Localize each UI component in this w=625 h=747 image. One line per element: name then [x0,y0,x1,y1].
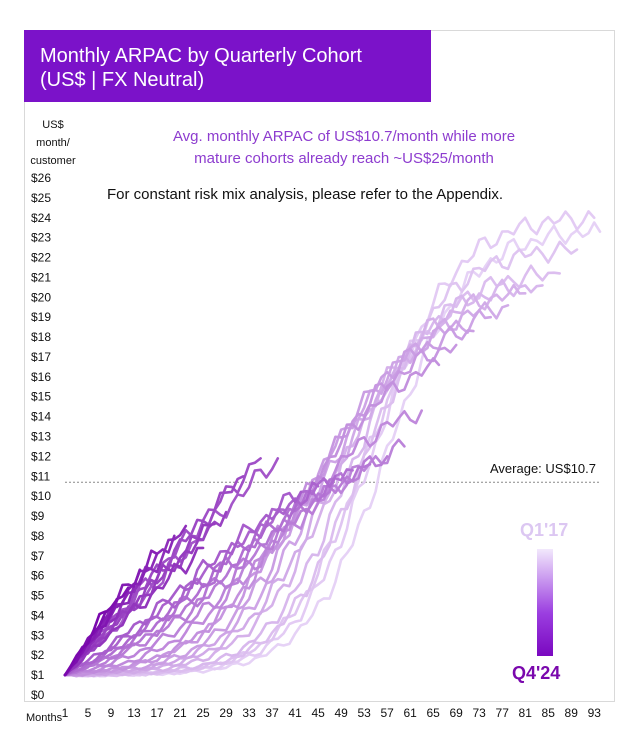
y-tick-label: $8 [31,529,45,543]
y-unit-line-2: month/ [36,137,70,149]
y-tick-label: $1 [31,668,45,682]
x-tick-label: 33 [242,706,256,720]
x-tick-label: 17 [150,706,164,720]
cohort-series-line [63,278,544,678]
x-tick-label: 45 [311,706,325,720]
cohort-series-line [63,463,372,677]
y-tick-label: $10 [31,489,51,503]
x-tick-label: 25 [196,706,210,720]
cohort-series-line [63,240,579,678]
y-tick-label: $17 [31,350,51,364]
y-tick-label: $14 [31,410,51,424]
cohort-series-line [63,409,423,677]
y-tick-label: $3 [31,628,45,642]
y-tick-label: $25 [31,191,51,205]
y-tick-label: $19 [31,310,51,324]
x-tick-label: 93 [588,706,602,720]
x-tick-label: 85 [542,706,556,720]
x-tick-label: 5 [85,706,92,720]
y-tick-label: $4 [31,608,45,622]
x-tick-label: 13 [127,706,141,720]
legend-gradient-bar [537,549,553,656]
y-tick-label: $16 [31,370,51,384]
x-tick-label: 41 [288,706,302,720]
y-tick-label: $15 [31,390,51,404]
x-tick-label: 89 [565,706,579,720]
cohort-series-line [63,301,510,678]
subtitle-line-1: Avg. monthly ARPAC of US$10.7/month whil… [172,128,516,145]
y-unit-line-3: customer [30,155,76,167]
subtitle-line-2: mature cohorts already reach ~US$25/mont… [194,150,494,167]
chart-title-line-1: Monthly ARPAC by Quarterly Cohort [40,45,362,67]
x-tick-label: 73 [473,706,487,720]
x-tick-label: 65 [426,706,440,720]
y-tick-label: $22 [31,251,51,265]
legend-oldest-label: Q1'17 [520,520,569,540]
cohort-series-line [63,610,107,677]
y-tick-label: $24 [31,211,51,225]
x-tick-label: 9 [108,706,115,720]
x-tick-label: 1 [62,706,69,720]
y-tick-label: $23 [31,231,51,245]
y-tick-label: $26 [31,171,51,185]
x-tick-label: 57 [380,706,394,720]
x-tick-label: 21 [173,706,187,720]
x-tick-label: 49 [334,706,348,720]
title-banner: Monthly ARPAC by Quarterly Cohort (US$ |… [24,30,431,102]
chart-title-line-2: (US$ | FX Neutral) [40,69,205,91]
x-tick-label: 69 [450,706,464,720]
y-tick-label: $2 [31,648,45,662]
y-tick-label: $9 [31,509,45,523]
x-axis-label: Months [26,712,63,724]
y-tick-label: $12 [31,449,51,463]
y-tick-label: $6 [31,569,45,583]
x-tick-label: 37 [265,706,279,720]
appendix-note: For constant risk mix analysis, please r… [107,186,504,203]
x-tick-label: 81 [519,706,533,720]
cohort-series-line [63,283,527,678]
average-reference-label: Average: US$10.7 [490,461,596,476]
y-tick-label: $5 [31,589,45,603]
cohort-series-line [63,490,303,677]
x-tick-label: 53 [357,706,371,720]
y-axis-unit-label: US$ month/ customer [20,116,86,170]
y-tick-label: $13 [31,430,51,444]
legend-newest-label: Q4'24 [512,663,561,683]
chart-subtitle: Avg. monthly ARPAC of US$10.7/month whil… [124,126,564,170]
x-tick-label: 77 [496,706,510,720]
y-tick-label: $0 [31,688,45,702]
y-tick-label: $7 [31,549,45,563]
y-tick-label: $18 [31,330,51,344]
x-tick-label: 29 [219,706,233,720]
cohort-series-line [63,325,475,678]
cohort-series-line [63,357,441,677]
y-tick-label: $21 [31,270,51,284]
x-tick-label: 61 [403,706,417,720]
y-tick-label: $20 [31,290,51,304]
y-unit-line-1: US$ [42,119,64,131]
y-tick-label: $11 [31,469,50,483]
